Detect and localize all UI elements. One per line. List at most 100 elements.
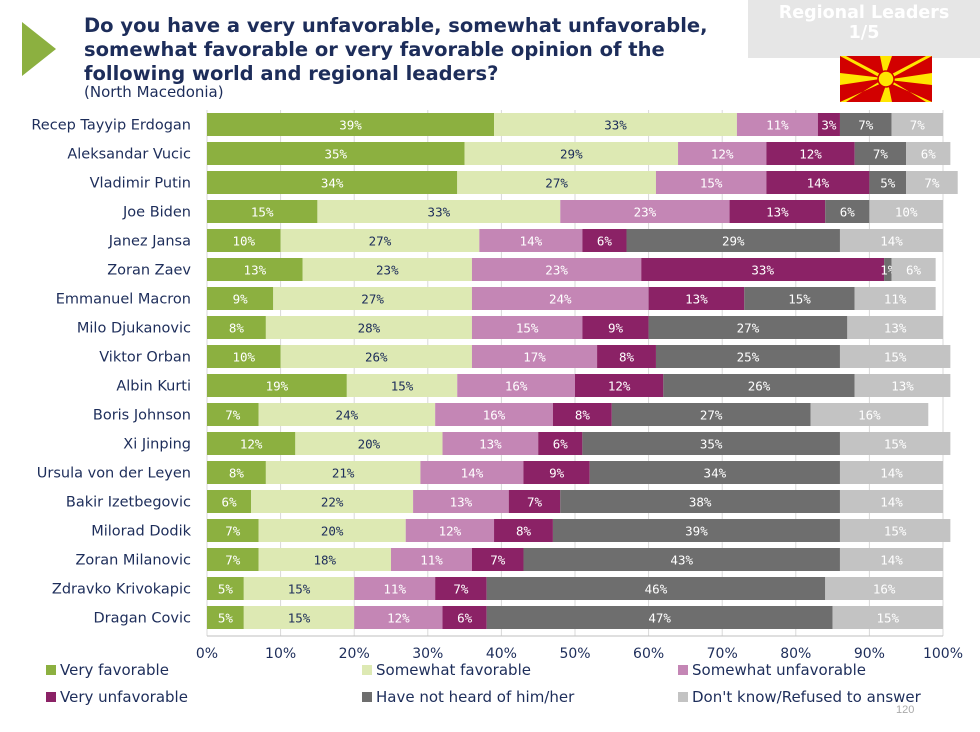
data-label: 34%	[321, 176, 344, 191]
bar-segment	[552, 403, 612, 426]
category-label: Zoran Zaev	[107, 263, 191, 279]
section-badge: Regional Leaders 1/5	[748, 0, 980, 58]
x-tick-label: 90%	[854, 646, 885, 662]
bar-segment	[207, 606, 244, 629]
data-label: 20%	[321, 524, 344, 539]
data-label: 23%	[634, 205, 657, 220]
data-label: 8%	[229, 321, 245, 336]
bar-segment	[442, 606, 487, 629]
data-label: 6%	[840, 205, 856, 220]
data-label: 11%	[383, 582, 406, 597]
data-label: 17%	[523, 350, 546, 365]
bar-segment	[471, 345, 598, 368]
data-label: 15%	[700, 176, 723, 191]
chart-subtitle: (North Macedonia)	[84, 83, 224, 101]
data-label: 7%	[225, 553, 241, 568]
x-tick-label: 50%	[559, 646, 590, 662]
legend-swatch	[46, 692, 56, 702]
bar-segment	[243, 577, 355, 600]
bar-segment	[582, 316, 649, 339]
category-label: Recep Tayyip Erdogan	[31, 118, 191, 134]
bar-segment	[354, 606, 443, 629]
data-label: 14%	[880, 495, 903, 510]
bar-segment	[258, 403, 436, 426]
data-label: 13%	[891, 379, 914, 394]
data-label: 15%	[288, 582, 311, 597]
bar-segment	[346, 374, 458, 397]
bar-segment	[207, 403, 259, 426]
data-label: 13%	[450, 495, 473, 510]
bar-segment	[839, 432, 951, 455]
north-macedonia-flag-icon	[840, 56, 932, 102]
legend-label: Don't know/Refused to answer	[692, 688, 921, 706]
data-label: 14%	[807, 176, 830, 191]
x-tick-label: 60%	[633, 646, 664, 662]
bar-segment	[486, 606, 833, 629]
bar-segment	[869, 171, 907, 194]
bar-segment	[906, 171, 958, 194]
bar-segment	[207, 577, 244, 600]
bar-segment	[810, 403, 929, 426]
legend-item: Very unfavorable	[46, 688, 188, 706]
bar-segment	[538, 432, 583, 455]
data-label: 10%	[233, 234, 256, 249]
stacked-bar-chart: 0% 10% 20% 30% 40% 50% 60% 70% 80% 90% 100% Recep T…	[31, 110, 963, 662]
bar-segment	[854, 287, 936, 310]
data-label: 22%	[321, 495, 344, 510]
bar-segment	[508, 490, 561, 513]
data-label: 8%	[229, 466, 245, 481]
legend-item: Somewhat unfavorable	[678, 661, 866, 679]
data-label: 39%	[685, 524, 708, 539]
data-label: 13%	[685, 292, 708, 307]
bar-segment	[471, 287, 649, 310]
category-label: Boris Johnson	[93, 408, 191, 424]
bar-segment	[295, 432, 443, 455]
bar-segment	[655, 171, 767, 194]
bar-segment	[854, 142, 907, 165]
legend-label: Have not heard of him/her	[376, 688, 575, 706]
data-label: 13%	[766, 205, 789, 220]
data-label: 11%	[766, 118, 789, 133]
legend-item: Somewhat favorable	[362, 661, 531, 679]
data-label: 9%	[608, 321, 624, 336]
data-label: 27%	[737, 321, 760, 336]
data-label: 15%	[884, 437, 907, 452]
bar-segment	[391, 548, 472, 571]
bar-segment	[471, 258, 642, 281]
data-label: 7%	[873, 147, 889, 162]
data-label: 34%	[704, 466, 727, 481]
bar-segment	[523, 548, 840, 571]
category-label: Milo Djukanovic	[77, 321, 191, 337]
bar-segment	[582, 432, 840, 455]
data-label: 16%	[505, 379, 528, 394]
x-tick-label: 100%	[923, 646, 963, 662]
data-label: 29%	[560, 147, 583, 162]
data-label: 14%	[880, 234, 903, 249]
data-label: 5%	[218, 582, 234, 597]
bar-segment	[442, 432, 539, 455]
data-label: 16%	[858, 408, 881, 423]
data-label: 7%	[453, 582, 469, 597]
bar-segment	[317, 200, 561, 223]
data-label: 20%	[358, 437, 381, 452]
data-label: 10%	[233, 350, 256, 365]
data-label: 23%	[545, 263, 568, 278]
data-label: 14%	[461, 466, 484, 481]
bar-segment	[207, 374, 347, 397]
bar-segment	[825, 200, 870, 223]
category-label: Janez Jansa	[108, 234, 191, 250]
bar-segment	[435, 403, 553, 426]
data-label: 5%	[880, 176, 896, 191]
data-label: 35%	[700, 437, 723, 452]
bar-segment	[207, 229, 281, 252]
bar-segment	[207, 258, 303, 281]
data-label: 27%	[361, 292, 384, 307]
data-label: 7%	[924, 176, 940, 191]
bar-segment	[486, 577, 826, 600]
bar-segment	[891, 258, 936, 281]
bar-segment	[251, 490, 414, 513]
data-label: 15%	[251, 205, 274, 220]
data-label: 15%	[884, 350, 907, 365]
bar-segment	[273, 287, 472, 310]
bar-segment	[479, 229, 583, 252]
